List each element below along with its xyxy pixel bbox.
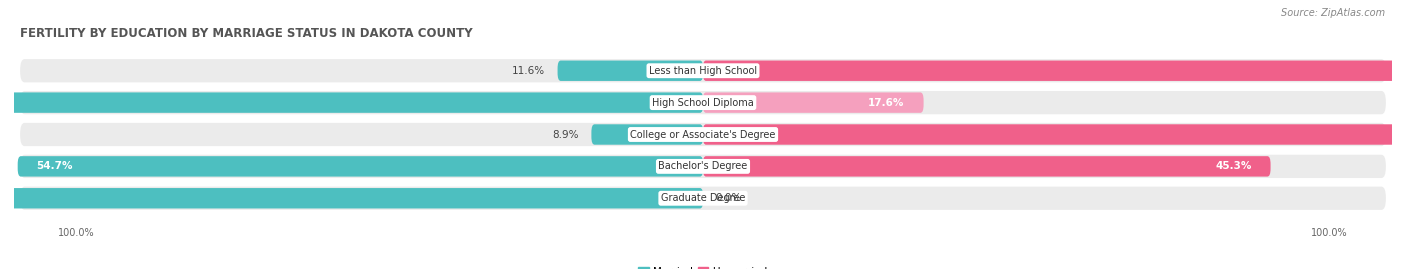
FancyBboxPatch shape <box>20 155 1386 178</box>
FancyBboxPatch shape <box>558 61 703 81</box>
FancyBboxPatch shape <box>703 93 924 113</box>
FancyBboxPatch shape <box>20 187 1386 210</box>
Text: Graduate Degree: Graduate Degree <box>661 193 745 203</box>
Text: FERTILITY BY EDUCATION BY MARRIAGE STATUS IN DAKOTA COUNTY: FERTILITY BY EDUCATION BY MARRIAGE STATU… <box>20 27 472 40</box>
FancyBboxPatch shape <box>703 156 1271 176</box>
FancyBboxPatch shape <box>0 188 703 208</box>
FancyBboxPatch shape <box>18 156 703 176</box>
Text: 17.6%: 17.6% <box>869 98 904 108</box>
Text: High School Diploma: High School Diploma <box>652 98 754 108</box>
Text: College or Associate's Degree: College or Associate's Degree <box>630 129 776 140</box>
Text: Bachelor's Degree: Bachelor's Degree <box>658 161 748 171</box>
FancyBboxPatch shape <box>0 93 703 113</box>
Text: 45.3%: 45.3% <box>1215 161 1251 171</box>
Text: 0.0%: 0.0% <box>716 193 742 203</box>
FancyBboxPatch shape <box>592 124 703 145</box>
Text: 11.6%: 11.6% <box>512 66 546 76</box>
FancyBboxPatch shape <box>703 124 1406 145</box>
FancyBboxPatch shape <box>703 61 1406 81</box>
Legend: Married, Unmarried: Married, Unmarried <box>634 263 772 269</box>
FancyBboxPatch shape <box>20 123 1386 146</box>
FancyBboxPatch shape <box>20 91 1386 114</box>
FancyBboxPatch shape <box>20 59 1386 82</box>
Text: 54.7%: 54.7% <box>37 161 73 171</box>
Text: 8.9%: 8.9% <box>553 129 579 140</box>
Text: Source: ZipAtlas.com: Source: ZipAtlas.com <box>1281 8 1385 18</box>
Text: Less than High School: Less than High School <box>650 66 756 76</box>
